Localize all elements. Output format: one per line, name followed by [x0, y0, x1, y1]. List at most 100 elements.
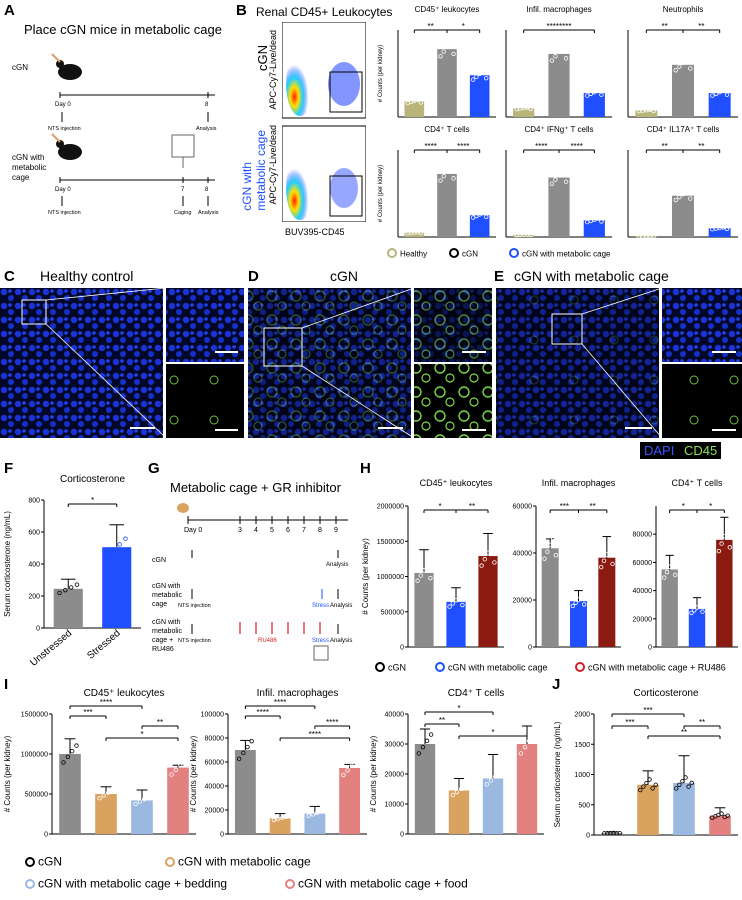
data-point [306, 813, 311, 818]
data-point [418, 100, 424, 105]
y-axis-label: # Counts (per kidney) [3, 735, 12, 812]
bar [716, 539, 733, 647]
data-point [483, 75, 489, 81]
data-point [479, 563, 484, 568]
data-point [560, 169, 565, 174]
svg-text:cGN with: cGN with [152, 619, 181, 626]
data-point [604, 552, 610, 557]
category-label: Unstressed [28, 628, 74, 669]
y-tick-label: 10000 [385, 802, 405, 809]
mouse-icon [58, 64, 82, 80]
legend-label: cGN [462, 250, 478, 259]
data-point [680, 60, 686, 66]
data-point [545, 549, 550, 554]
data-point [677, 64, 682, 69]
data-point [653, 782, 658, 787]
data-point [488, 544, 494, 549]
y-tick-label: 60000 [513, 504, 533, 511]
data-point [65, 754, 71, 759]
significance-stars: **** [535, 142, 547, 151]
data-point [662, 575, 667, 580]
data-point [418, 230, 424, 236]
data-point [488, 778, 494, 783]
data-point [453, 598, 459, 603]
timeline-tick-label: 7 [302, 527, 306, 534]
legend-label: cGN with metabolic cage + RU486 [588, 663, 726, 673]
y-axis-label: # Counts (per kidney) [369, 735, 378, 812]
y-tick-label: 40000 [385, 712, 405, 719]
chart-title: CD4⁺ T cells [672, 478, 723, 488]
svg-text:cage: cage [12, 173, 30, 182]
data-point [697, 602, 702, 608]
data-point [605, 831, 610, 836]
svg-text:8: 8 [205, 102, 209, 108]
legend-label: cGN with metabolic cage + bedding [38, 877, 227, 891]
legend-marker [165, 857, 175, 867]
data-point [560, 45, 565, 50]
data-point [169, 772, 174, 777]
significance-stars: **** [274, 698, 286, 707]
svg-text:7: 7 [181, 187, 185, 193]
data-point [651, 108, 656, 114]
legend-label: cGN with metabolic cage [178, 855, 311, 869]
y-tick-label: 20000 [385, 772, 405, 779]
y-tick-label: 0 [648, 645, 652, 652]
data-point [542, 556, 547, 561]
data-point [684, 57, 689, 62]
significance-stars: ** [698, 142, 704, 151]
y-tick-label: 1000000 [21, 752, 48, 759]
data-point [480, 68, 486, 74]
legend-b: Healthy cGN cGN with metabolic cage [387, 248, 611, 259]
y-tick-label: 0 [220, 832, 224, 839]
significance-stars: *** [625, 718, 634, 727]
data-point [314, 810, 320, 816]
significance-stars: * [462, 22, 465, 31]
data-point [518, 751, 524, 756]
chart-b-cd45: CD45⁺ leukocytes# Counts (per kidney)** * [378, 5, 496, 118]
bar [637, 784, 659, 835]
y-tick-label: 0 [528, 645, 532, 652]
data-point [683, 775, 688, 780]
data-point [651, 233, 656, 239]
y-tick-label: 2000 [574, 712, 590, 719]
data-point [451, 51, 456, 57]
timeline-tick-label: 4 [254, 527, 258, 534]
data-point [177, 763, 183, 768]
data-point [341, 772, 346, 778]
bar [59, 754, 81, 834]
data-point [677, 782, 682, 787]
significance-stars: * [91, 496, 94, 505]
legend-marker [375, 662, 385, 672]
significance-stars: ** [662, 142, 668, 151]
data-point [477, 71, 482, 76]
bar [661, 569, 678, 647]
data-point [724, 226, 730, 232]
data-point [680, 778, 685, 784]
significance-stars: ** [698, 22, 704, 31]
y-tick-label: 500 [578, 802, 590, 809]
chart-j-corticosterone: Corticosterone Serum corticosterone (ng/m… [553, 688, 738, 840]
micrograph-c-main [0, 288, 163, 438]
legend-marker [509, 248, 519, 258]
legend-marker [387, 248, 397, 258]
data-point [608, 830, 613, 836]
data-point [688, 66, 693, 71]
significance-stars: * [682, 502, 685, 511]
y-tick-label: 40000 [633, 588, 653, 595]
data-point [553, 553, 559, 558]
significance-stars: **** [570, 142, 582, 151]
data-point [492, 774, 498, 779]
data-point [553, 177, 558, 182]
data-point [447, 604, 452, 609]
bar [437, 49, 457, 117]
data-point [563, 56, 569, 61]
y-tick-label: 20000 [633, 616, 653, 623]
y-tick-label: 40000 [513, 551, 533, 558]
data-point [249, 738, 254, 744]
data-point [547, 542, 553, 548]
data-point [418, 573, 423, 578]
chart-title: Corticosterone [633, 688, 698, 699]
y-tick-label: 2000000 [377, 504, 404, 511]
data-point [528, 232, 533, 238]
data-point [599, 219, 604, 224]
